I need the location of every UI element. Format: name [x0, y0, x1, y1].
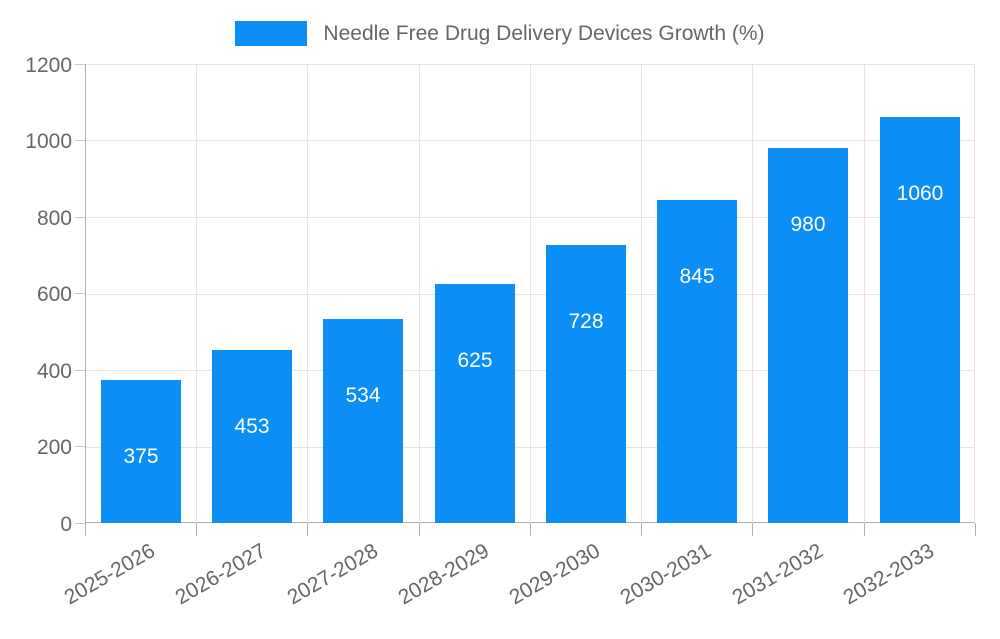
bar-value-label: 980	[790, 213, 826, 236]
x-tick-mark-6	[752, 523, 753, 536]
y-tick-mark-600	[75, 293, 85, 294]
x-tick-mark-1	[196, 523, 197, 536]
vertical-gridline-4	[530, 64, 531, 523]
y-tick-mark-200	[75, 446, 85, 447]
bar-value-label: 1060	[896, 182, 944, 205]
x-tick-mark-4	[530, 523, 531, 536]
y-tick-label-600: 600	[36, 283, 72, 306]
legend-label: Needle Free Drug Delivery Devices Growth…	[323, 21, 765, 45]
bar-2031-2032[interactable]: 980	[768, 148, 848, 523]
y-tick-label-1200: 1200	[25, 54, 72, 77]
legend-color-swatch	[235, 20, 308, 46]
y-tick-label-400: 400	[36, 360, 72, 383]
x-tick-mark-0	[85, 523, 86, 536]
bar-2029-2030[interactable]: 728	[546, 245, 626, 523]
vertical-gridline-7	[864, 64, 865, 523]
bar-value-label: 453	[234, 415, 270, 438]
legend-item-series-1[interactable]: Needle Free Drug Delivery Devices Growth…	[235, 20, 765, 46]
bar-value-label: 534	[345, 384, 381, 407]
bar-2032-2033[interactable]: 1060	[880, 117, 960, 523]
x-tick-mark-2	[307, 523, 308, 536]
y-tick-mark-400	[75, 370, 85, 371]
bar-value-label: 728	[568, 310, 604, 333]
x-tick-mark-7	[864, 523, 865, 536]
y-tick-mark-800	[75, 217, 85, 218]
vertical-gridline-5	[641, 64, 642, 523]
bar-2028-2029[interactable]: 625	[435, 284, 515, 523]
y-tick-mark-1200	[75, 64, 85, 65]
vertical-gridline-1	[196, 64, 197, 523]
bar-2027-2028[interactable]: 534	[323, 319, 403, 523]
x-tick-mark-8	[975, 523, 976, 536]
y-axis-line	[85, 64, 86, 523]
bar-value-label: 845	[679, 265, 715, 288]
vertical-gridline-2	[307, 64, 308, 523]
vertical-gridline-6	[752, 64, 753, 523]
bar-2026-2027[interactable]: 453	[212, 350, 292, 523]
y-tick-label-200: 200	[36, 436, 72, 459]
y-tick-label-0: 0	[60, 513, 72, 536]
chart-legend: Needle Free Drug Delivery Devices Growth…	[0, 16, 1000, 50]
y-tick-label-800: 800	[36, 207, 72, 230]
vertical-gridline-3	[419, 64, 420, 523]
y-tick-mark-1000	[75, 140, 85, 141]
y-tick-mark-0	[75, 523, 85, 524]
bar-value-label: 625	[457, 349, 493, 372]
plot-right-border	[974, 64, 975, 523]
bar-2030-2031[interactable]: 845	[657, 200, 737, 523]
x-tick-mark-3	[419, 523, 420, 536]
y-tick-label-1000: 1000	[25, 130, 72, 153]
plot-area: 375 453 534 625 728 845 980 1060	[85, 64, 975, 523]
bar-chart: Needle Free Drug Delivery Devices Growth…	[0, 16, 1000, 610]
x-tick-mark-5	[641, 523, 642, 536]
bar-2025-2026[interactable]: 375	[101, 380, 181, 523]
bar-value-label: 375	[123, 445, 159, 468]
